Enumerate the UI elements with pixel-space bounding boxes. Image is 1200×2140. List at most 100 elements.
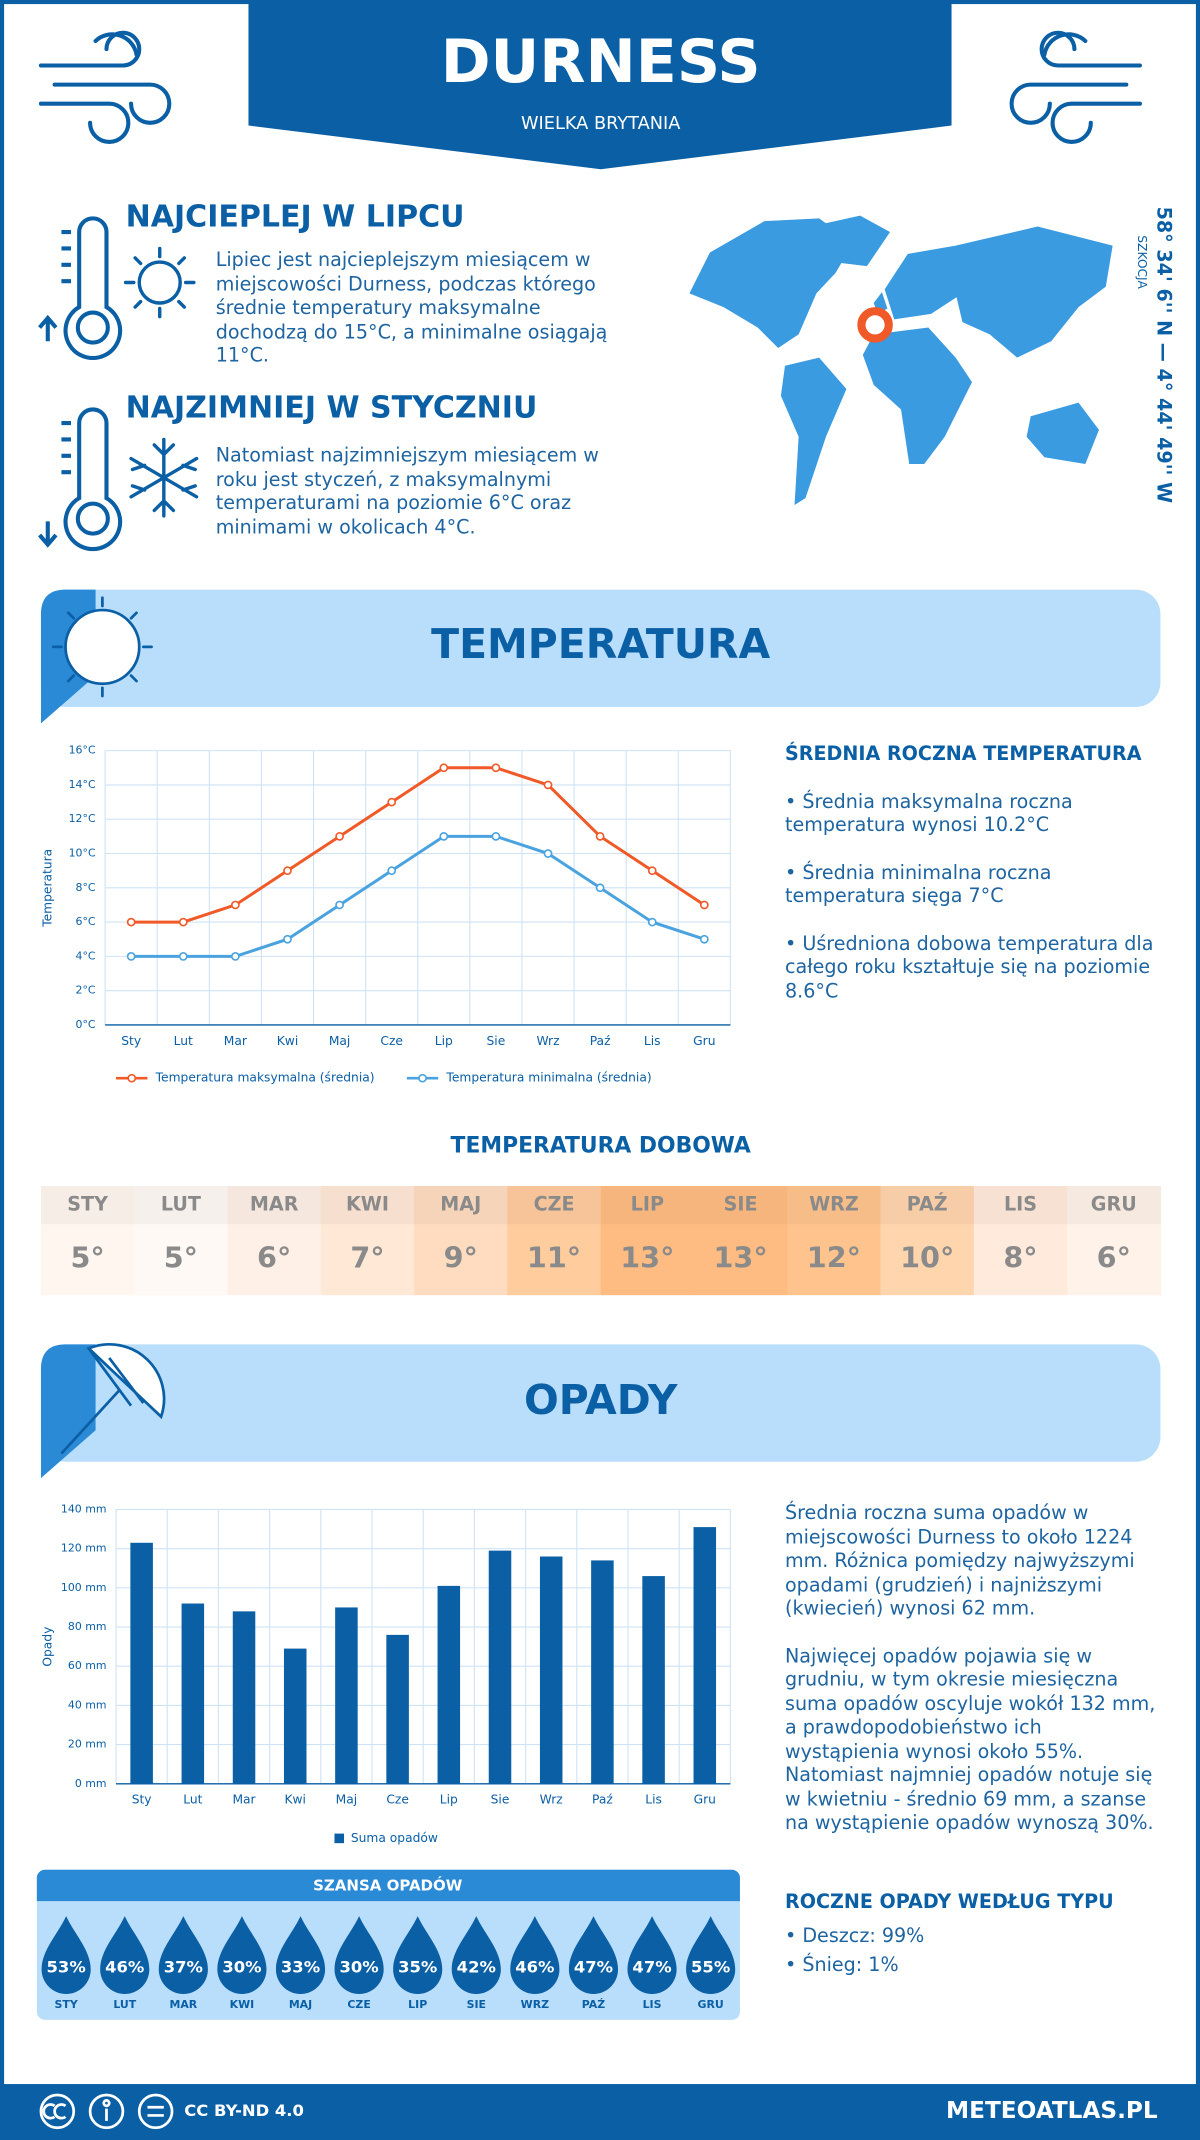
point [439, 763, 449, 773]
drop [158, 1916, 208, 1994]
decoration [1009, 82, 1129, 125]
drop [393, 1916, 443, 1994]
point [647, 917, 657, 927]
footer [0, 2084, 1200, 2140]
cold-text: Natomiast najzimniejszym miesiącem w rok… [215, 444, 599, 539]
point [178, 952, 188, 961]
x-tick-label: Wrz [540, 1793, 563, 1807]
drop [686, 1916, 736, 1994]
drop-label: 35% [398, 1958, 437, 1977]
table-month: SIE [724, 1193, 758, 1216]
table-month: MAR [250, 1193, 299, 1216]
drop [510, 1916, 560, 1994]
x-tick-label: Sty [121, 1034, 141, 1048]
precipitation-text: Średnia roczna suma opadów w miejscowośc… [785, 1503, 1156, 1860]
decoration [63, 407, 123, 552]
legend-swatch [334, 1833, 345, 1844]
table-cell [1067, 1186, 1162, 1296]
summary-bullet: • Uśredniona dobowa temperatura dla całe… [784, 932, 1154, 1003]
drop [334, 1916, 384, 1994]
decoration [39, 2093, 76, 2130]
legend-swatch [418, 1073, 427, 1083]
decoration [1039, 30, 1142, 68]
decoration [38, 101, 131, 144]
chance-box [36, 1869, 740, 2020]
point [439, 831, 449, 841]
drop-month: LIP [408, 1998, 427, 2011]
decoration [147, 2105, 164, 2117]
location-marker [857, 307, 893, 343]
x-tick-label: Sie [487, 1034, 506, 1048]
decoration [137, 2093, 174, 2130]
coordinates: 58° 34' 6'' N — 4° 44' 49'' W [1153, 207, 1176, 504]
legend-label: Suma opadów [351, 1831, 438, 1845]
table-month: CZE [534, 1193, 575, 1216]
charts: 0°C 2°C 4°C 6°C 8°C 10°C 12°C 14°C 16°C Sty Lut Mar… [40, 744, 1162, 2011]
x-tick-label: Lis [644, 1034, 661, 1048]
decoration [38, 521, 58, 548]
y-tick-label: 14°C [69, 778, 96, 791]
decoration [88, 2093, 125, 2130]
decoration [798, 215, 891, 267]
y-tick-label: 8°C [76, 881, 96, 894]
drop [100, 1916, 150, 1994]
decoration [63, 216, 123, 360]
bar [693, 1527, 717, 1784]
drop [275, 1916, 326, 1994]
header-banner [248, 0, 952, 170]
bar [283, 1648, 307, 1784]
table-cell [507, 1186, 602, 1296]
table-month: GRU [1091, 1193, 1137, 1216]
summary-title: ŚREDNIA ROCZNA TEMPERATURA [784, 743, 1142, 766]
table-cell [134, 1186, 229, 1296]
table-month: LIP [631, 1193, 664, 1216]
summary-bullet: • Średnia maksymalna roczna temperatura … [784, 790, 1073, 837]
table-cell [40, 1186, 135, 1296]
bar [539, 1556, 563, 1784]
drop-label: 42% [457, 1958, 496, 1977]
paragraph: Średnia roczna suma opadów w miejscowośc… [784, 1502, 1135, 1621]
bar [232, 1611, 256, 1784]
legend-swatch [127, 1073, 137, 1083]
drop-month: MAJ [289, 1998, 312, 2011]
y-tick-label: 4°C [76, 949, 96, 962]
x-tick-label: Gru [693, 1034, 715, 1048]
y-tick-label: 80 mm [68, 1620, 107, 1633]
title: DURNESS [441, 27, 761, 97]
point [491, 831, 501, 841]
section-banner [40, 1344, 1161, 1462]
table-value: 6° [1097, 1241, 1131, 1275]
x-tick-label: Lip [440, 1793, 458, 1807]
x-tick-label: Mar [224, 1034, 248, 1048]
x-tick-label: Kwi [277, 1034, 298, 1048]
y-tick-label: 40 mm [68, 1698, 107, 1711]
drop-label: 47% [574, 1958, 613, 1977]
thermometer-icon [38, 216, 123, 552]
x-tick-label: Paź [590, 1034, 611, 1048]
precipitation-types: ROCZNE OPADY WEDŁUG TYPU • Deszcz: 99% •… [785, 1889, 1156, 1980]
type-item: • Śnieg: 1% [784, 1954, 899, 1977]
table-value: 7° [350, 1241, 384, 1275]
decoration [102, 2099, 111, 2108]
drop-month: WRZ [521, 1998, 549, 2011]
table-value: 13° [620, 1241, 674, 1275]
x-tick-label: Cze [386, 1793, 409, 1807]
cold-title: NAJZIMNIEJ W STYCZNIU [125, 391, 538, 426]
decoration [1050, 101, 1142, 144]
point [335, 900, 344, 910]
point [595, 831, 605, 841]
point [126, 917, 136, 927]
table-value: 6° [257, 1241, 291, 1275]
line [131, 834, 705, 958]
table-cell [227, 1186, 322, 1296]
table-value: 5° [164, 1241, 198, 1275]
drop-label: 55% [691, 1958, 730, 1977]
x-tick-label: Lip [435, 1034, 453, 1048]
y-tick-label: 0 mm [75, 1777, 107, 1790]
drop-month: STY [55, 1998, 78, 2011]
drop-label: 47% [632, 1958, 671, 1977]
decoration [1042, 32, 1088, 57]
table-month: LUT [161, 1193, 201, 1216]
table-cell [880, 1186, 975, 1296]
